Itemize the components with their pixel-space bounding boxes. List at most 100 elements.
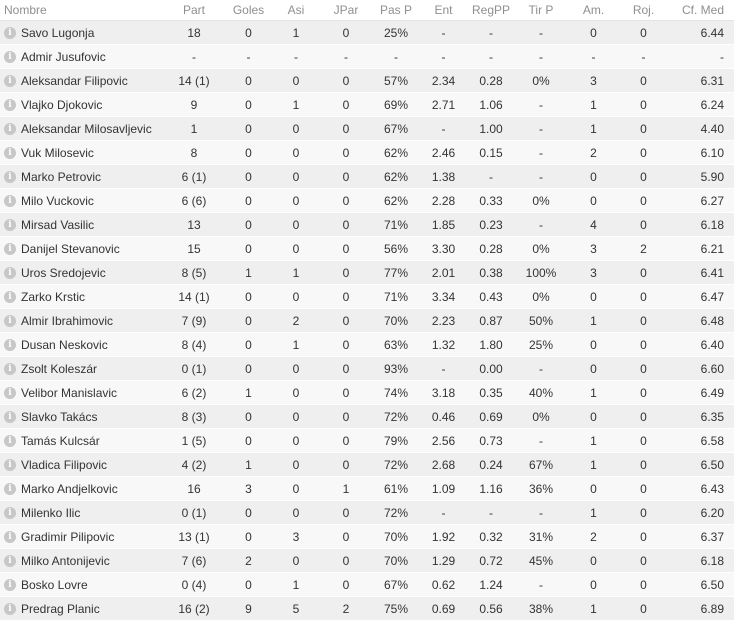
- table-row[interactable]: i Aleksandar Filipovic 14 (1) 0 0 0 57% 2.34 0.2…: [0, 69, 734, 93]
- info-icon[interactable]: i: [4, 50, 16, 63]
- info-icon[interactable]: i: [4, 218, 16, 231]
- table-row[interactable]: i Almir Ibrahimovic 7 (9) 0 2 0 70% 2.23 0.87 50%…: [0, 309, 734, 333]
- table-row[interactable]: i Zsolt Koleszár 0 (1) 0 0 0 93% -0.00-0 0 6.60: [0, 357, 734, 381]
- table-row[interactable]: i Vladica Filipovic 4 (2) 1 0 0 72% 2.68 0.24 67%…: [0, 453, 734, 477]
- player-name[interactable]: Milo Vuckovic: [21, 193, 94, 208]
- table-row[interactable]: i Vlajko Djokovic 9 0 1 0 69% 2.71 1.06-1 0 6.24: [0, 93, 734, 117]
- info-icon[interactable]: i: [4, 554, 16, 567]
- header-goals[interactable]: Goles: [226, 0, 271, 21]
- player-name[interactable]: Aleksandar Milosavljevic: [21, 121, 152, 136]
- player-shot-pct: -: [516, 45, 566, 69]
- table-row[interactable]: i Admir Jusufovic - - - - - - - - - - -: [0, 45, 734, 69]
- player-name[interactable]: Uros Sredojevic: [21, 265, 106, 280]
- table-row[interactable]: i Velibor Manislavic 6 (2) 1 0 0 74% 3.18 0.35 40…: [0, 381, 734, 405]
- player-name[interactable]: Dusan Neskovic: [21, 337, 108, 352]
- header-red[interactable]: Roj.: [621, 0, 666, 21]
- player-assists: 0: [271, 549, 321, 573]
- header-name[interactable]: Nombre: [0, 0, 162, 21]
- table-row[interactable]: i Dusan Neskovic 8 (4) 0 1 0 63% 1.32 1.80 25% 0 0 6…: [0, 333, 734, 357]
- header-shot-pct[interactable]: Tir P: [516, 0, 566, 21]
- table-row[interactable]: i Milko Antonijevic 7 (6) 2 0 0 70% 1.29 0.72 45%…: [0, 549, 734, 573]
- info-icon[interactable]: i: [4, 170, 16, 183]
- info-icon[interactable]: i: [4, 146, 16, 159]
- header-tackles[interactable]: Ent: [421, 0, 466, 21]
- table-row[interactable]: i Savo Lugonja 18 0 1 0 25% - - -0 0 6.44: [0, 21, 734, 45]
- player-name[interactable]: Vuk Milosevic: [21, 145, 94, 160]
- player-name[interactable]: Zsolt Koleszár: [21, 361, 98, 376]
- player-tackles: 3.18: [421, 381, 466, 405]
- table-row[interactable]: i Aleksandar Milosavljevic 1 0 0 0 67% -1.00-1 0…: [0, 117, 734, 141]
- player-name[interactable]: Marko Petrovic: [21, 169, 102, 184]
- info-icon[interactable]: i: [4, 530, 16, 543]
- table-row[interactable]: i Predrag Planic 16 (2) 9 5 2 75% 0.69 0.56 38% 1 0…: [0, 597, 734, 621]
- table-row[interactable]: i Bosko Lovre 0 (4) 0 1 0 67% 0.62 1.24-0 0 6.50: [0, 573, 734, 597]
- player-assists: 0: [271, 285, 321, 309]
- player-name[interactable]: Mirsad Vasilic: [21, 217, 95, 232]
- header-dribbles[interactable]: RegPP: [466, 0, 516, 21]
- table-row[interactable]: i Marko Petrovic 6 (1) 0 0 0 62% 1.38- -0 0 5.90: [0, 165, 734, 189]
- info-icon[interactable]: i: [4, 386, 16, 399]
- player-shot-pct: 0%: [516, 285, 566, 309]
- info-icon[interactable]: i: [4, 242, 16, 255]
- info-icon[interactable]: i: [4, 362, 16, 375]
- info-icon[interactable]: i: [4, 506, 16, 519]
- player-name[interactable]: Milko Antonijevic: [21, 553, 110, 568]
- info-icon[interactable]: i: [4, 602, 16, 615]
- table-row[interactable]: i Gradimir Pilipovic 13 (1) 0 3 0 70% 1.92 0.32 3…: [0, 525, 734, 549]
- player-assists: 0: [271, 69, 321, 93]
- header-mom[interactable]: JPar: [321, 0, 371, 21]
- table-row[interactable]: i Vuk Milosevic 8 0 0 0 62% 2.46 0.15-2 0 6.10: [0, 141, 734, 165]
- player-name[interactable]: Vlajko Djokovic: [21, 97, 103, 112]
- info-icon[interactable]: i: [4, 194, 16, 207]
- player-apps: 18: [162, 21, 226, 45]
- player-goals: 0: [226, 117, 271, 141]
- table-row[interactable]: i Tamás Kulcsár 1 (5) 0 0 0 79% 2.56 0.73-1 0 6.58: [0, 429, 734, 453]
- header-apps[interactable]: Part: [162, 0, 226, 21]
- table-row[interactable]: i Milenko Ilic 0 (1) 0 0 0 72% - - -1 0 6.20: [0, 501, 734, 525]
- info-icon[interactable]: i: [4, 26, 16, 39]
- player-shot-pct: 0%: [516, 405, 566, 429]
- player-name[interactable]: Bosko Lovre: [21, 577, 88, 592]
- player-rating: 6.31: [666, 69, 734, 93]
- info-icon[interactable]: i: [4, 458, 16, 471]
- info-icon[interactable]: i: [4, 122, 16, 135]
- table-row[interactable]: i Slavko Takács 8 (3) 0 0 0 72% 0.46 0.69 0% 0 0 6.3…: [0, 405, 734, 429]
- player-name[interactable]: Marko Andjelkovic: [21, 481, 118, 496]
- table-row[interactable]: i Uros Sredojevic 8 (5) 1 1 0 77% 2.01 0.38 100% 3…: [0, 261, 734, 285]
- player-name[interactable]: Aleksandar Filipovic: [21, 73, 128, 88]
- player-goals: 0: [226, 357, 271, 381]
- info-icon[interactable]: i: [4, 410, 16, 423]
- player-name[interactable]: Milenko Ilic: [21, 505, 81, 520]
- table-row[interactable]: i Mirsad Vasilic 13 0 0 0 71% 1.85 0.23-4 0 6.18: [0, 213, 734, 237]
- player-name[interactable]: Velibor Manislavic: [21, 385, 118, 400]
- player-name[interactable]: Slavko Takács: [21, 409, 98, 424]
- info-icon[interactable]: i: [4, 74, 16, 87]
- table-row[interactable]: i Marko Andjelkovic 16 3 0 1 61% 1.09 1.16 36% 0 0 6…: [0, 477, 734, 501]
- player-name[interactable]: Savo Lugonja: [21, 25, 95, 40]
- player-name[interactable]: Almir Ibrahimovic: [21, 313, 114, 328]
- table-row[interactable]: i Danijel Stevanovic 15 0 0 0 56% 3.30 0.28 0% 3 2 6…: [0, 237, 734, 261]
- header-rating[interactable]: Cf. Med: [666, 0, 734, 21]
- info-icon[interactable]: i: [4, 290, 16, 303]
- header-yellow[interactable]: Am.: [566, 0, 621, 21]
- info-icon[interactable]: i: [4, 98, 16, 111]
- info-icon[interactable]: i: [4, 314, 16, 327]
- player-name[interactable]: Admir Jusufovic: [21, 49, 106, 64]
- player-name[interactable]: Vladica Filipovic: [21, 457, 108, 472]
- info-icon[interactable]: i: [4, 578, 16, 591]
- player-name[interactable]: Predrag Planic: [21, 601, 100, 616]
- player-shot-pct: 50%: [516, 309, 566, 333]
- info-icon[interactable]: i: [4, 434, 16, 447]
- player-name[interactable]: Tamás Kulcsár: [21, 433, 100, 448]
- info-icon[interactable]: i: [4, 338, 16, 351]
- header-pass-pct[interactable]: Pas P: [371, 0, 421, 21]
- table-row[interactable]: i Zarko Krstic 14 (1) 0 0 0 71% 3.34 0.43 0% 0 0 6.4…: [0, 285, 734, 309]
- info-icon[interactable]: i: [4, 482, 16, 495]
- header-assists[interactable]: Asi: [271, 0, 321, 21]
- table-row[interactable]: i Milo Vuckovic 6 (6) 0 0 0 62% 2.28 0.33 0% 0 0 6.2…: [0, 189, 734, 213]
- player-name[interactable]: Zarko Krstic: [21, 289, 86, 304]
- player-name[interactable]: Danijel Stevanovic: [21, 241, 120, 256]
- player-red-cards: 0: [621, 573, 666, 597]
- info-icon[interactable]: i: [4, 266, 16, 279]
- player-name[interactable]: Gradimir Pilipovic: [21, 529, 115, 544]
